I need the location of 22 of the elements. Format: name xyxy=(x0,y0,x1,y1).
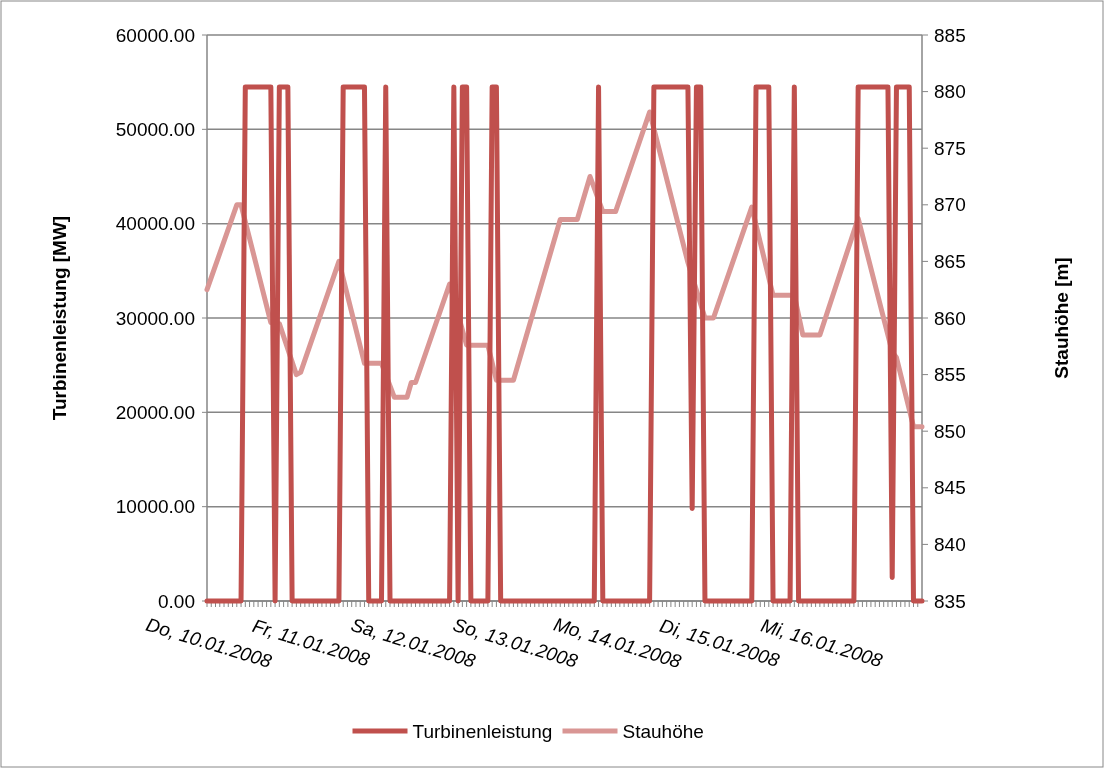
y2-tick-label: 835 xyxy=(934,590,966,612)
y2-tick-label: 855 xyxy=(934,364,966,386)
y-tick-label: 10000.00 xyxy=(115,496,195,518)
y2-tick-label: 880 xyxy=(934,81,966,103)
y-tick-label: 0.00 xyxy=(158,590,195,612)
y-tick-label: 30000.00 xyxy=(115,307,195,329)
y-tick-label: 20000.00 xyxy=(115,401,195,423)
y2-axis-title: Stauhöhe [m] xyxy=(1051,257,1072,379)
legend-label: Stauhöhe xyxy=(622,720,704,742)
y-tick-label: 40000.00 xyxy=(115,213,195,235)
y2-tick-label: 870 xyxy=(934,194,966,216)
y2-tick-label: 840 xyxy=(934,534,966,556)
y-tick-label: 60000.00 xyxy=(115,24,195,46)
y2-tick-label: 875 xyxy=(934,137,966,159)
y2-tick-label: 860 xyxy=(934,307,966,329)
y-tick-label: 50000.00 xyxy=(115,118,195,140)
y2-tick-label: 865 xyxy=(934,251,966,273)
y2-tick-label: 885 xyxy=(934,24,966,46)
legend-label: Turbinenleistung xyxy=(412,720,553,742)
y2-tick-label: 845 xyxy=(934,477,966,499)
y2-tick-label: 850 xyxy=(934,420,966,442)
y-axis-title: Turbinenleistung [MW] xyxy=(49,215,70,421)
